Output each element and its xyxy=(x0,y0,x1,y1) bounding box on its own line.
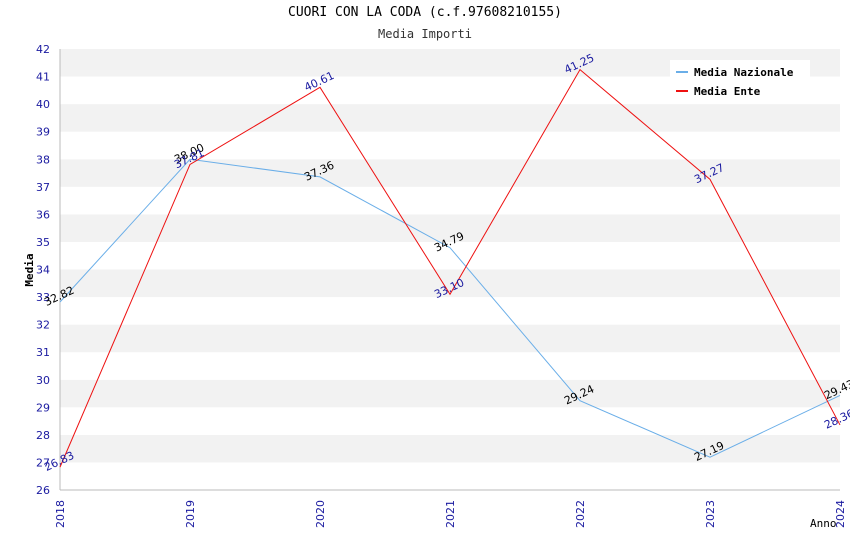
grid-band xyxy=(60,104,840,132)
y-tick-label: 32 xyxy=(36,319,50,332)
grid-band xyxy=(60,159,840,187)
x-tick-label: 2021 xyxy=(444,500,457,528)
y-tick-label: 37 xyxy=(36,181,50,194)
y-tick-label: 34 xyxy=(36,264,50,277)
series-line xyxy=(59,68,841,468)
x-tick-label: 2020 xyxy=(314,500,327,528)
series-group xyxy=(59,68,841,468)
y-tick-label: 30 xyxy=(36,374,50,387)
legend-box xyxy=(670,60,810,102)
y-tick-label: 39 xyxy=(36,126,50,139)
x-axis-title: Anno xyxy=(810,517,837,530)
grid-band xyxy=(60,407,840,435)
y-tick-label: 40 xyxy=(36,98,50,111)
grid-band xyxy=(60,297,840,325)
y-tick-label: 27 xyxy=(36,456,50,469)
y-tick-label: 28 xyxy=(36,429,50,442)
legend-label: Media Nazionale xyxy=(694,66,794,79)
chart-subtitle: Media Importi xyxy=(378,27,472,41)
x-ticks: 2018 2019 2020 2021 2022 2023 2024 xyxy=(54,500,847,528)
y-tick-label: 31 xyxy=(36,346,50,359)
grid-band xyxy=(60,352,840,380)
axes xyxy=(59,49,840,491)
y-tick-label: 41 xyxy=(36,71,50,84)
legend-label: Media Ente xyxy=(694,85,761,98)
grid-band xyxy=(60,462,840,490)
grid-band xyxy=(60,131,840,160)
y-tick-label: 38 xyxy=(36,153,50,166)
grid-band xyxy=(60,269,840,298)
x-tick-label: 2024 xyxy=(834,500,847,528)
series-line xyxy=(59,158,841,458)
y-tick-label: 36 xyxy=(36,208,50,221)
grid-band xyxy=(60,214,840,242)
y-tick-label: 26 xyxy=(36,484,50,497)
legend: Media Nazionale Media Ente xyxy=(670,60,810,102)
grid-band xyxy=(60,434,840,463)
y-tick-label: 33 xyxy=(36,291,50,304)
y-tick-label: 29 xyxy=(36,401,50,414)
grid-band xyxy=(60,186,840,215)
grid-band xyxy=(60,379,840,408)
y-tick-label: 42 xyxy=(36,43,50,56)
x-tick-label: 2019 xyxy=(184,500,197,528)
chart-title: CUORI CON LA CODA (c.f.97608210155) xyxy=(288,5,562,20)
y-axis-title: Media xyxy=(23,253,36,286)
y-tick-label: 35 xyxy=(36,236,50,249)
x-tick-label: 2018 xyxy=(54,500,67,528)
grid-band xyxy=(60,241,840,270)
y-ticks: 26 27 28 29 30 31 32 33 34 35 36 37 38 39 40 41 42 xyxy=(36,43,50,497)
grid-bands xyxy=(60,49,840,490)
grid-band xyxy=(60,324,840,353)
x-tick-label: 2022 xyxy=(574,500,587,528)
x-tick-label: 2023 xyxy=(704,500,717,528)
